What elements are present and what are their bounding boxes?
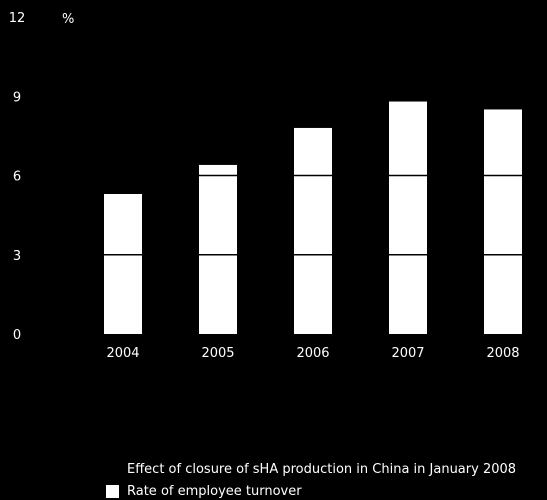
y-unit-label: %: [62, 12, 74, 27]
y-tick-label: 0: [13, 328, 21, 343]
x-tick-label: 2007: [391, 346, 424, 361]
y-tick-label: 6: [13, 170, 21, 185]
y-tick-label: 3: [13, 249, 21, 264]
x-tick-label: 2005: [201, 346, 234, 361]
legend-label-closure-effect: Effect of closure of sHA production in C…: [127, 462, 517, 477]
legend-entry-closure-effect: Effect of closure of sHA production in C…: [127, 462, 516, 477]
bar-2008: [484, 109, 522, 334]
bar-2006: [294, 127, 332, 334]
x-tick-label: 2006: [296, 346, 329, 361]
y-tick-label: 12: [9, 11, 26, 26]
legend-label-turnover: Rate of employee turnover: [127, 484, 302, 499]
legend-entry-turnover: Rate of employee turnover: [106, 484, 302, 499]
x-tick-label: 2008: [486, 346, 519, 361]
legend-swatch: [106, 485, 119, 498]
y-axis: 0 3 6 9 12: [9, 11, 26, 343]
bar-2004: [104, 193, 142, 334]
gridlines: [104, 95, 522, 256]
x-tick-label: 2004: [106, 346, 139, 361]
chart: 0 3 6 9 12 2004 2005 2006 2007 2008 %: [9, 11, 522, 361]
bar-2007: [389, 101, 427, 335]
bars: [104, 101, 522, 335]
y-tick-label: 9: [13, 90, 21, 105]
x-axis: 2004 2005 2006 2007 2008: [106, 346, 519, 361]
bar-2005: [199, 164, 237, 334]
